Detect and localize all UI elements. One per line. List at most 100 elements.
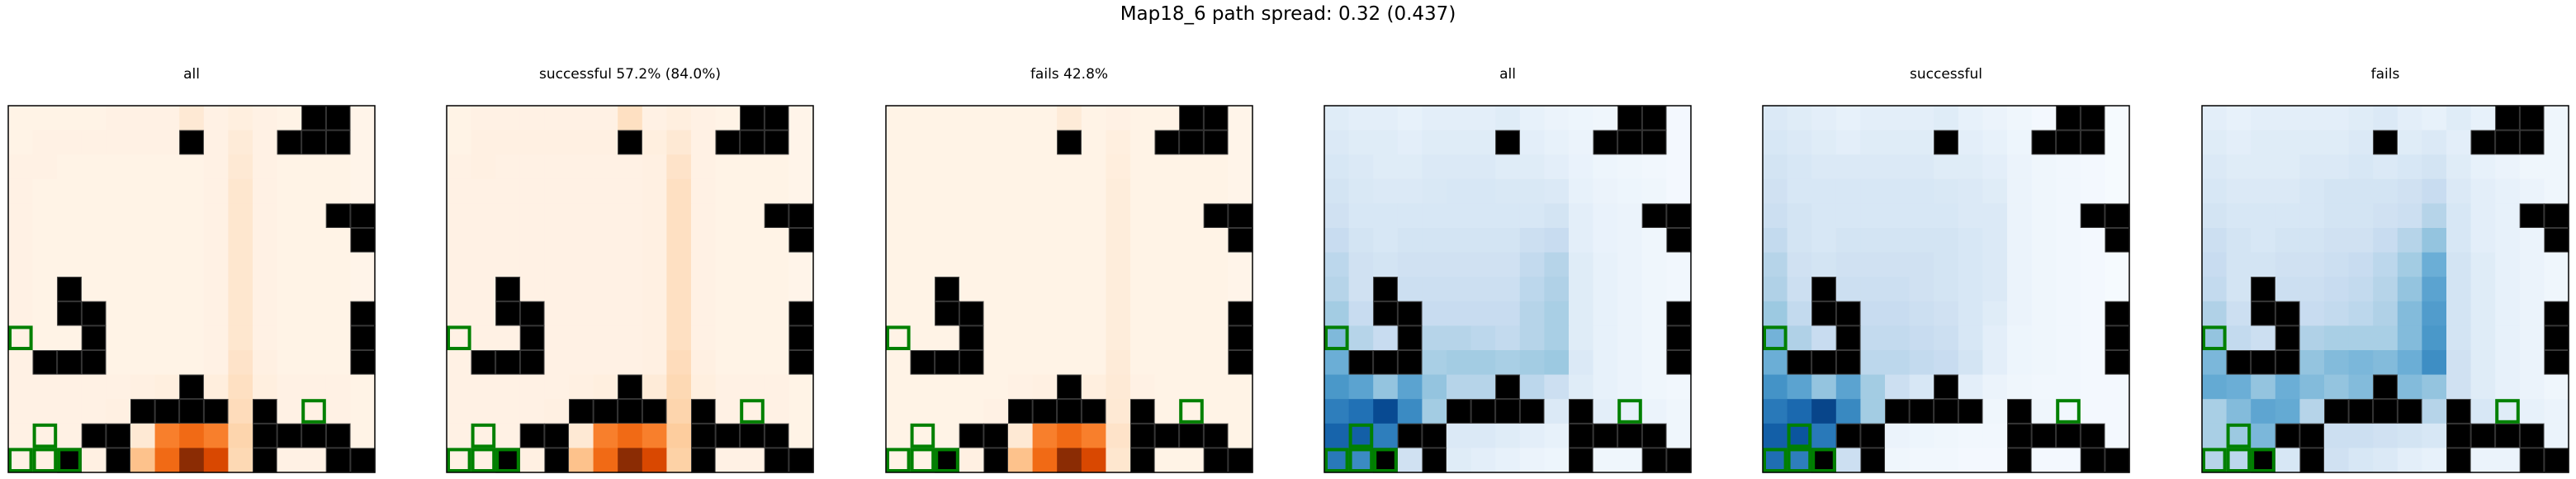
heatmap-cell: [1348, 325, 1374, 351]
heatmap-cell: [8, 106, 34, 131]
heatmap-cell: [886, 252, 912, 277]
heatmap-cell: [301, 178, 327, 204]
heatmap-cell: [935, 106, 960, 131]
heatmap-cell: [1982, 106, 2008, 131]
heatmap-cell: [1982, 228, 2008, 254]
heatmap-cell: [788, 178, 814, 204]
wall-cell: [764, 130, 789, 155]
heatmap-cell: [2324, 203, 2350, 229]
heatmap-cell: [2348, 423, 2374, 448]
heatmap-cell: [1617, 203, 1643, 229]
heatmap-cell: [301, 203, 327, 229]
heatmap-cell: [1909, 106, 1934, 131]
heatmap-cell: [1057, 228, 1082, 254]
heatmap-cell: [642, 350, 667, 376]
heatmap-cell: [2080, 350, 2105, 376]
heatmap-cell: [1617, 325, 1643, 351]
wall-cell: [2105, 301, 2130, 326]
wall-cell: [1835, 423, 1861, 448]
heatmap-cell: [740, 203, 765, 229]
heatmap-cell: [593, 130, 618, 155]
heatmap-cell: [350, 178, 376, 204]
wall-cell: [715, 130, 741, 155]
heatmap-cell: [179, 252, 205, 277]
heatmap-cell: [2056, 277, 2081, 302]
heatmap-cell: [983, 277, 1009, 302]
panel-frame: [885, 105, 1253, 473]
heatmap-cell: [1934, 252, 1959, 277]
heatmap-cell: [691, 203, 717, 229]
heatmap-cell: [130, 277, 156, 302]
heatmap-cell: [57, 228, 83, 254]
goal-cell-outline: [1787, 423, 1812, 448]
wall-cell-edge: [1154, 130, 1180, 155]
heatmap-cell: [1569, 106, 1594, 131]
goal-cell-outline: [471, 448, 496, 473]
heatmap-cell: [2251, 154, 2276, 180]
heatmap-cell: [2544, 252, 2569, 277]
wall-cell: [2544, 448, 2569, 473]
wall-cell: [2275, 423, 2300, 448]
heatmap-cell: [642, 178, 667, 204]
heatmap-cell: [1835, 448, 1861, 473]
heatmap-cell: [1228, 130, 1253, 155]
wall-cell: [1228, 350, 1253, 376]
wall-cell: [983, 448, 1009, 473]
heatmap-cell: [1787, 252, 1812, 277]
heatmap-cell: [1422, 178, 1447, 204]
heatmap-cell: [1447, 448, 1472, 473]
heatmap-cell: [130, 448, 156, 473]
wall-cell: [959, 423, 984, 448]
wall-cell: [2373, 130, 2398, 155]
heatmap-cell: [1397, 374, 1423, 400]
heatmap-cell: [253, 277, 278, 302]
heatmap-cell: [325, 399, 351, 424]
heatmap-cell: [1544, 301, 1570, 326]
heatmap-cell: [764, 301, 789, 326]
heatmap-cell: [569, 277, 594, 302]
heatmap-cell: [1106, 106, 1131, 131]
wall-cell: [130, 399, 156, 424]
heatmap-cell: [1130, 203, 1156, 229]
heatmap-cell: [2324, 130, 2350, 155]
heatmap-cell: [983, 228, 1009, 254]
heatmap-cell: [81, 277, 107, 302]
wall-cell: [253, 423, 278, 448]
heatmap-cell: [1934, 325, 1959, 351]
heatmap-cell: [2056, 374, 2081, 400]
heatmap-cell: [228, 178, 253, 204]
heatmap-cell: [179, 154, 205, 180]
heatmap-cell: [350, 374, 376, 400]
heatmap-cell: [788, 154, 814, 180]
heatmap-cell: [2397, 203, 2422, 229]
heatmap-cell: [1641, 301, 1667, 326]
goal-cell-outline: [2226, 423, 2252, 448]
wall-cell-edge: [1885, 399, 1910, 424]
heatmap-cell: [1544, 178, 1570, 204]
wall-cell-edge: [2275, 423, 2300, 448]
heatmap-cell: [154, 325, 180, 351]
wall-cell-edge: [2495, 130, 2520, 155]
heatmap-cell: [2031, 374, 2057, 400]
wall-cell: [2446, 399, 2472, 424]
wall-cell: [57, 448, 83, 473]
wall-cell-edge: [179, 374, 204, 400]
wall-cell-edge: [959, 423, 984, 448]
heatmap-cell: [764, 350, 789, 376]
heatmap-cell: [2007, 203, 2033, 229]
heatmap-cell: [1203, 277, 1229, 302]
heatmap-cell: [1544, 203, 1570, 229]
wall-cell-edge: [495, 277, 520, 301]
wall-cell: [2495, 106, 2521, 131]
heatmap-cell: [1081, 277, 1106, 302]
wall-cell: [1470, 399, 1496, 424]
heatmap-cell: [1763, 423, 1788, 448]
heatmap-cell: [1666, 252, 1692, 277]
heatmap-cell: [2544, 399, 2569, 424]
wall-cell-edge: [495, 350, 520, 375]
wall-cell: [2251, 301, 2276, 326]
heatmap-cell: [642, 423, 667, 448]
heatmap-cell: [1860, 301, 1886, 326]
heatmap-cell: [1106, 228, 1131, 254]
wall-cell-edge: [495, 301, 520, 326]
